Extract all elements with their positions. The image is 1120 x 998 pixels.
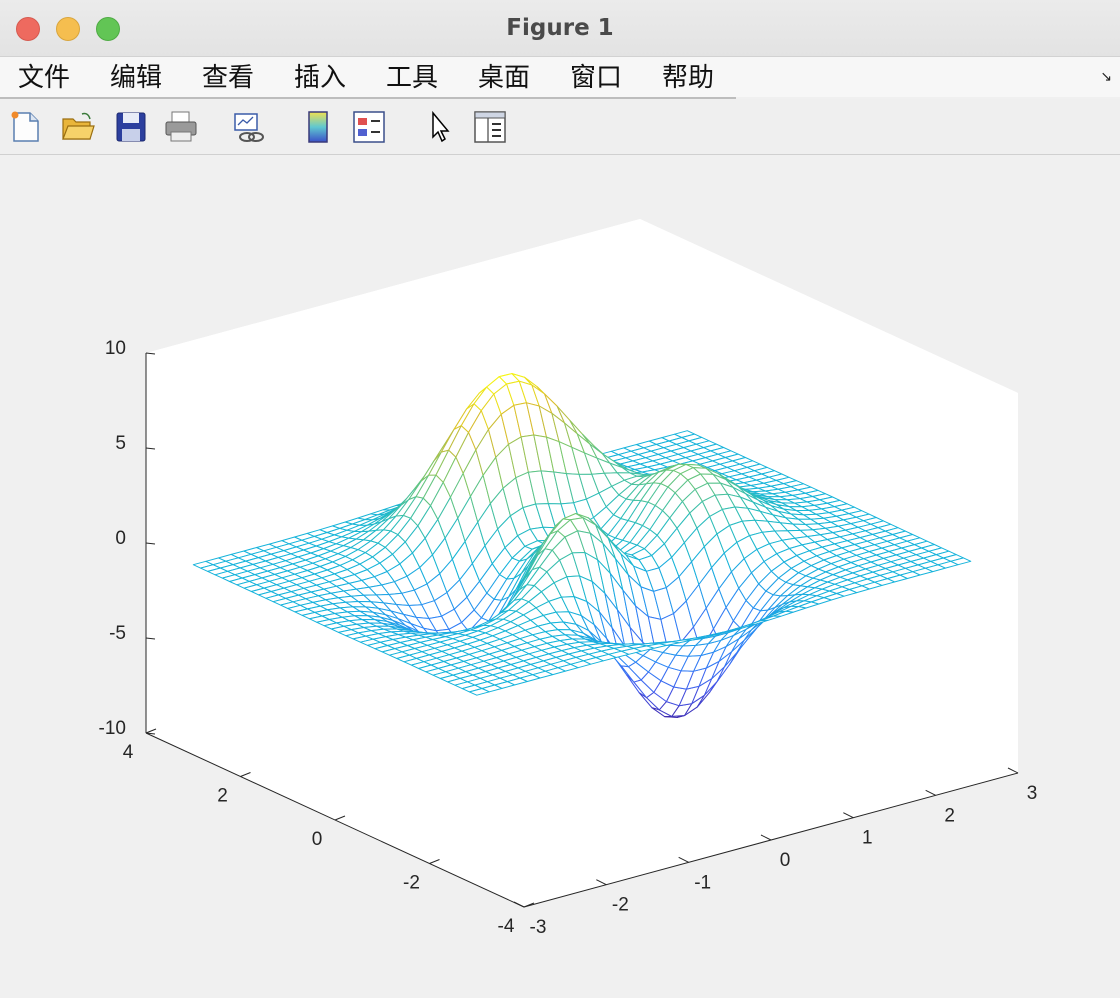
x-tick-label: -3 — [530, 917, 547, 938]
x-tick-mark — [843, 812, 854, 819]
open-file-icon[interactable] — [60, 109, 96, 145]
menu-dock-icon[interactable]: ↘ — [1100, 69, 1112, 85]
y-tick-mark — [145, 728, 157, 734]
x-tick-mark — [596, 879, 607, 886]
menu-help[interactable]: 帮助 — [662, 63, 715, 93]
x-tick-label: 1 — [862, 828, 873, 849]
y-tick-label: 0 — [312, 829, 323, 850]
x-tick-label: 0 — [780, 850, 791, 871]
link-plot-icon[interactable] — [231, 109, 267, 145]
zoom-button[interactable] — [96, 17, 120, 41]
z-tick-label: -5 — [109, 623, 126, 644]
menu-insert[interactable]: 插入 — [294, 63, 347, 93]
menu-tools[interactable]: 工具 — [386, 63, 439, 93]
menu-edit[interactable]: 编辑 — [110, 63, 163, 93]
menu-view[interactable]: 查看 — [202, 63, 255, 93]
z-tick-label: -10 — [99, 718, 126, 739]
menu-file[interactable]: 文件 — [18, 63, 71, 93]
mesh-surface — [192, 373, 972, 718]
z-tick-mark — [145, 447, 156, 450]
menu-bar: 文件 编辑 查看 插入 工具 桌面 窗口 帮助 ↘ — [0, 57, 1120, 97]
z-tick-mark — [145, 352, 156, 355]
y-tick-label: -4 — [498, 916, 515, 937]
x-tick-mark — [678, 856, 689, 863]
x-tick-label: 3 — [1027, 783, 1038, 804]
y-tick-mark — [429, 859, 440, 864]
close-button[interactable] — [16, 17, 40, 41]
mesh-cell — [950, 557, 972, 566]
menu-window[interactable]: 窗口 — [570, 63, 623, 93]
y-tick-label: 2 — [217, 786, 228, 807]
colorbar-icon[interactable] — [300, 109, 336, 145]
z-tick-label: 10 — [105, 338, 126, 359]
title-bar[interactable]: Figure 1 — [0, 0, 1120, 57]
print-icon[interactable] — [163, 109, 199, 145]
z-tick-label: 0 — [115, 528, 126, 549]
z-tick-mark — [145, 732, 156, 735]
z-tick-mark — [145, 542, 156, 545]
y-tick-mark — [523, 902, 535, 908]
y-tick-mark — [240, 772, 251, 777]
y-tick-mark — [334, 815, 346, 821]
axes-face-4 — [146, 219, 1018, 527]
toolbar — [0, 99, 1120, 155]
y-tick-label: 4 — [123, 742, 134, 763]
menu-desktop[interactable]: 桌面 — [478, 63, 531, 93]
x-tick-mark — [1007, 767, 1019, 774]
pointer-icon[interactable] — [422, 109, 458, 145]
save-icon[interactable] — [113, 109, 149, 145]
x-tick-mark — [760, 834, 772, 841]
y-tick-label: -2 — [403, 873, 420, 894]
property-inspector-icon[interactable] — [472, 109, 508, 145]
window-title: Figure 1 — [506, 15, 614, 41]
x-tick-label: -2 — [612, 895, 629, 916]
x-tick-mark — [513, 901, 525, 908]
z-tick-label: 5 — [115, 433, 126, 454]
minimize-button[interactable] — [56, 17, 80, 41]
new-figure-icon[interactable] — [8, 109, 44, 145]
legend-icon[interactable] — [351, 109, 387, 145]
x-tick-mark — [925, 789, 936, 796]
menu-divider — [0, 97, 736, 99]
x-tick-label: -1 — [694, 872, 711, 893]
x-tick-label: 2 — [944, 805, 955, 826]
z-tick-mark — [145, 637, 156, 640]
